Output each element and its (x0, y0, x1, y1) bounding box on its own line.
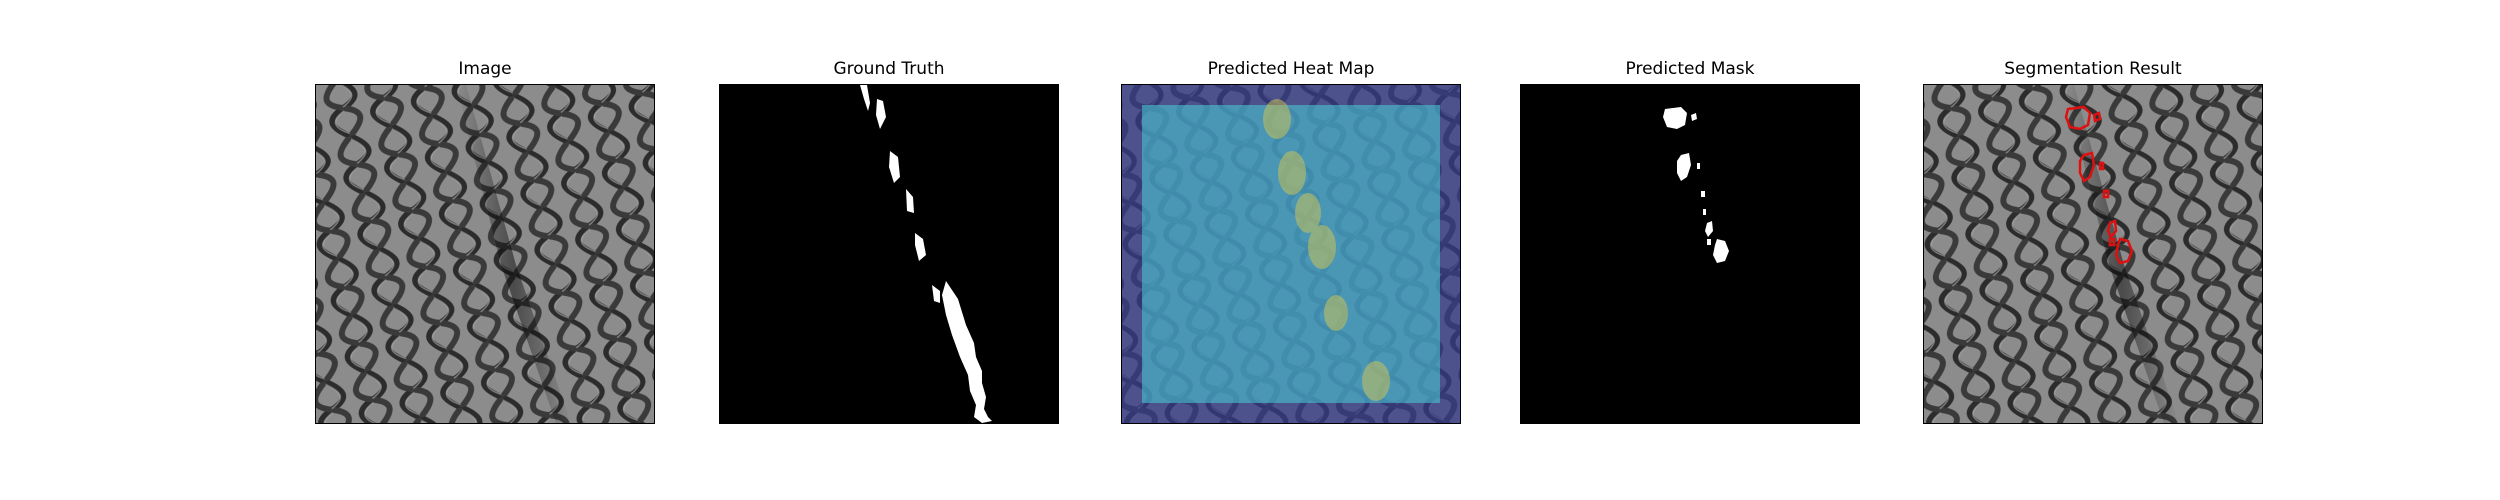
mesh-texture-image (315, 84, 655, 424)
ground-truth-defect-region (860, 85, 992, 423)
defect-streak (456, 85, 571, 423)
panel-title: Predicted Mask (1625, 59, 1755, 79)
panel-title: Ground Truth (833, 59, 945, 79)
heat-map-overlay (1121, 84, 1461, 424)
panel-segmentation-result: Segmentation Result (1923, 0, 2263, 500)
panel-image: Image (315, 0, 655, 500)
predicted-defect-region (1663, 107, 1729, 263)
ground-truth-mask (719, 84, 1059, 424)
predicted-mask (1520, 84, 1860, 424)
segmentation-contours (2064, 105, 2134, 265)
segmentation-overlay (1923, 84, 2263, 424)
panel-predicted-mask: Predicted Mask (1520, 0, 1860, 500)
heat-map-mid-region (1142, 105, 1440, 403)
heat-map-high-region (1263, 99, 1390, 401)
panel-title: Segmentation Result (2004, 59, 2182, 79)
panel-title: Predicted Heat Map (1207, 59, 1375, 79)
panel-ground-truth: Ground Truth (719, 0, 1059, 500)
panel-title: Image (458, 59, 512, 79)
panel-predicted-heat-map: Predicted Heat Map (1121, 0, 1461, 500)
